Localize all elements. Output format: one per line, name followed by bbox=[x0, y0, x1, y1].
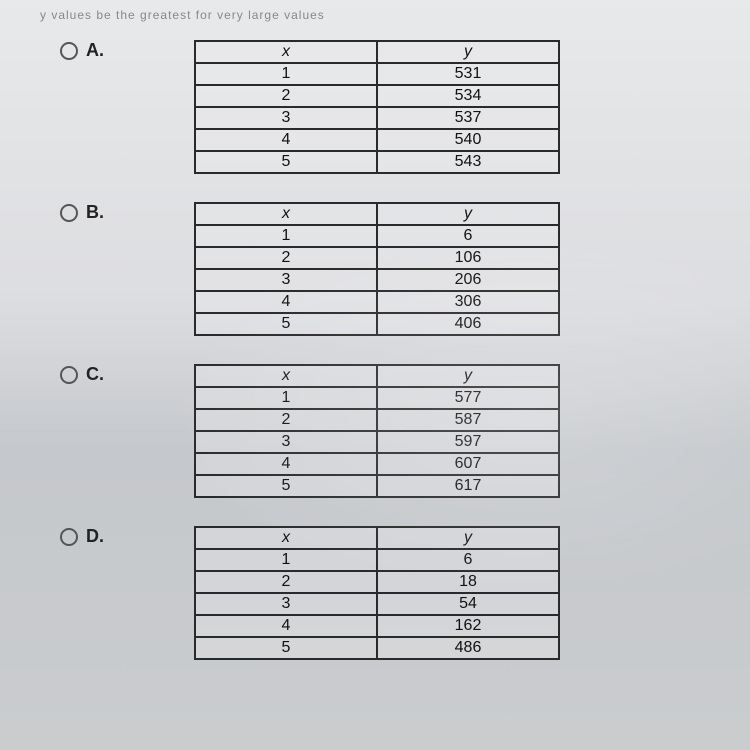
table-row: 5543 bbox=[195, 151, 559, 173]
table-row: 3537 bbox=[195, 107, 559, 129]
option-c[interactable]: C. xy 1577 2587 3597 4607 5617 bbox=[0, 364, 750, 498]
table-row: 5406 bbox=[195, 313, 559, 335]
col-x: x bbox=[195, 41, 377, 63]
option-label: D. bbox=[86, 526, 104, 547]
radio-icon[interactable] bbox=[60, 204, 78, 222]
table-b: xy 16 2106 3206 4306 5406 bbox=[194, 202, 560, 336]
table-d: xy 16 218 354 4162 5486 bbox=[194, 526, 560, 660]
table-row: 3597 bbox=[195, 431, 559, 453]
table-row: 2587 bbox=[195, 409, 559, 431]
table-row: 5617 bbox=[195, 475, 559, 497]
col-y: y bbox=[377, 527, 559, 549]
col-x: x bbox=[195, 203, 377, 225]
table-row: 2534 bbox=[195, 85, 559, 107]
option-d[interactable]: D. xy 16 218 354 4162 5486 bbox=[0, 526, 750, 660]
col-y: y bbox=[377, 365, 559, 387]
cutoff-question-text: y values be the greatest for very large … bbox=[40, 8, 325, 22]
radio-group-d[interactable]: D. bbox=[60, 526, 104, 547]
radio-group-a[interactable]: A. bbox=[60, 40, 104, 61]
option-label: C. bbox=[86, 364, 104, 385]
col-y: y bbox=[377, 203, 559, 225]
col-y: y bbox=[377, 41, 559, 63]
table-row: 354 bbox=[195, 593, 559, 615]
table-row: 16 bbox=[195, 549, 559, 571]
table-row: 4607 bbox=[195, 453, 559, 475]
option-a[interactable]: A. xy 1531 2534 3537 4540 5543 bbox=[0, 40, 750, 174]
table-row: 1577 bbox=[195, 387, 559, 409]
table-row: 16 bbox=[195, 225, 559, 247]
table-header-row: xy bbox=[195, 365, 559, 387]
table-row: 5486 bbox=[195, 637, 559, 659]
col-x: x bbox=[195, 365, 377, 387]
radio-group-c[interactable]: C. bbox=[60, 364, 104, 385]
table-row: 218 bbox=[195, 571, 559, 593]
table-row: 4540 bbox=[195, 129, 559, 151]
option-b[interactable]: B. xy 16 2106 3206 4306 5406 bbox=[0, 202, 750, 336]
table-header-row: xy bbox=[195, 41, 559, 63]
option-label: A. bbox=[86, 40, 104, 61]
radio-icon[interactable] bbox=[60, 366, 78, 384]
table-row: 4162 bbox=[195, 615, 559, 637]
table-header-row: xy bbox=[195, 203, 559, 225]
table-row: 1531 bbox=[195, 63, 559, 85]
table-c: xy 1577 2587 3597 4607 5617 bbox=[194, 364, 560, 498]
table-row: 4306 bbox=[195, 291, 559, 313]
radio-group-b[interactable]: B. bbox=[60, 202, 104, 223]
col-x: x bbox=[195, 527, 377, 549]
table-header-row: xy bbox=[195, 527, 559, 549]
table-row: 2106 bbox=[195, 247, 559, 269]
radio-icon[interactable] bbox=[60, 528, 78, 546]
option-label: B. bbox=[86, 202, 104, 223]
options-list: A. xy 1531 2534 3537 4540 5543 B. xy 16 … bbox=[0, 40, 750, 688]
table-row: 3206 bbox=[195, 269, 559, 291]
radio-icon[interactable] bbox=[60, 42, 78, 60]
table-a: xy 1531 2534 3537 4540 5543 bbox=[194, 40, 560, 174]
quiz-panel: y values be the greatest for very large … bbox=[0, 0, 750, 750]
